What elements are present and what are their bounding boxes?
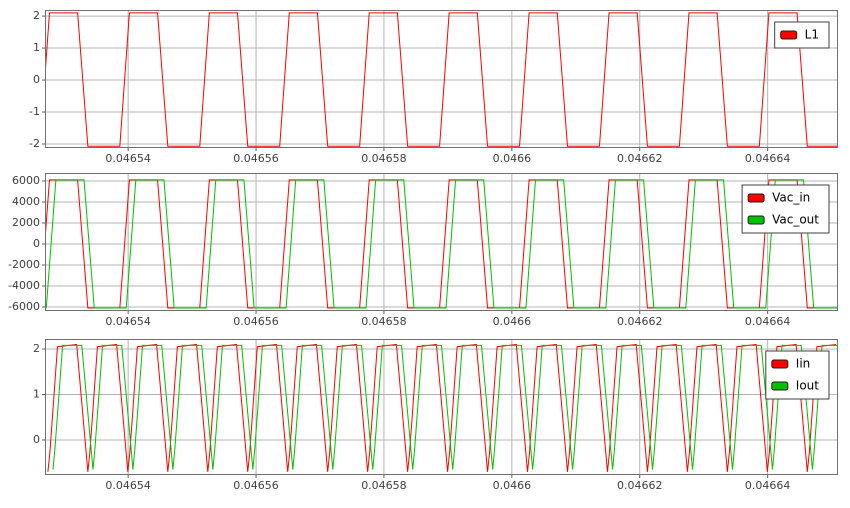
- y-tick-label: 2: [33, 342, 40, 355]
- x-tick-label: 0.0466: [493, 315, 532, 328]
- x-tick-label: 0.0466: [493, 152, 532, 165]
- x-tick-label: 0.04656: [233, 152, 279, 165]
- y-tick-label: 0: [33, 433, 40, 446]
- legend-box: [765, 350, 830, 400]
- y-tick-label: 4000: [12, 195, 40, 208]
- y-tick-label: 2: [33, 9, 40, 22]
- y-tick-label: 0: [33, 73, 40, 86]
- legend-swatch: [771, 359, 789, 369]
- x-tick-label: 0.04656: [233, 315, 279, 328]
- legend-swatch: [771, 381, 789, 391]
- x-tick-label: 0.0466: [493, 479, 532, 492]
- series-group: [45, 12, 838, 147]
- x-tick-label: 0.04662: [617, 479, 663, 492]
- legend-label: Iin: [796, 357, 810, 371]
- plot-frame: [45, 10, 838, 148]
- y-tick-label: 1: [33, 387, 40, 400]
- x-tick-label: 0.04654: [105, 315, 151, 328]
- x-tick-label: 0.04664: [745, 479, 791, 492]
- legend-box: [741, 184, 830, 234]
- legend-label: Vac_out: [772, 213, 819, 227]
- series-line: [45, 12, 838, 147]
- legend-label: Iout: [796, 379, 819, 393]
- legend-swatch: [780, 30, 798, 40]
- x-tick-label: 0.04656: [233, 479, 279, 492]
- legend: Vac_in Vac_out: [741, 184, 830, 234]
- legend: Iin Iout: [765, 350, 830, 400]
- plot-area: [45, 10, 838, 148]
- plot-frame: [45, 339, 838, 475]
- legend-label: L1: [805, 28, 819, 42]
- y-tick-label: -6000: [8, 300, 40, 313]
- y-tick-label: -2: [29, 137, 40, 150]
- y-tick-label: -2000: [8, 258, 40, 271]
- y-tick-label: 6000: [12, 174, 40, 187]
- x-tick-label: 0.04654: [105, 152, 151, 165]
- y-tick-label: -4000: [8, 279, 40, 292]
- y-tick-label: -1: [29, 105, 40, 118]
- series-group: [45, 179, 838, 309]
- legend-swatch: [747, 193, 765, 203]
- legend-label: Vac_in: [772, 191, 810, 205]
- y-tick-label: 0: [33, 237, 40, 250]
- x-tick-label: 0.04658: [361, 152, 407, 165]
- series-line: [52, 344, 838, 470]
- y-tick-label: 2000: [12, 216, 40, 229]
- x-tick-label: 0.04664: [745, 315, 791, 328]
- y-tick-label: 1: [33, 41, 40, 54]
- x-tick-label: 0.04662: [617, 315, 663, 328]
- x-tick-label: 0.04664: [745, 152, 791, 165]
- x-tick-label: 0.04658: [361, 479, 407, 492]
- x-tick-label: 0.04654: [105, 479, 151, 492]
- series-line: [47, 343, 837, 472]
- plot-frame: [45, 173, 838, 311]
- plot-area: [45, 173, 838, 311]
- legend-swatch: [747, 215, 765, 225]
- series-line: [45, 179, 838, 309]
- x-tick-label: 0.04662: [617, 152, 663, 165]
- legend: L1: [774, 21, 830, 49]
- x-tick-label: 0.04658: [361, 315, 407, 328]
- series-group: [47, 343, 838, 472]
